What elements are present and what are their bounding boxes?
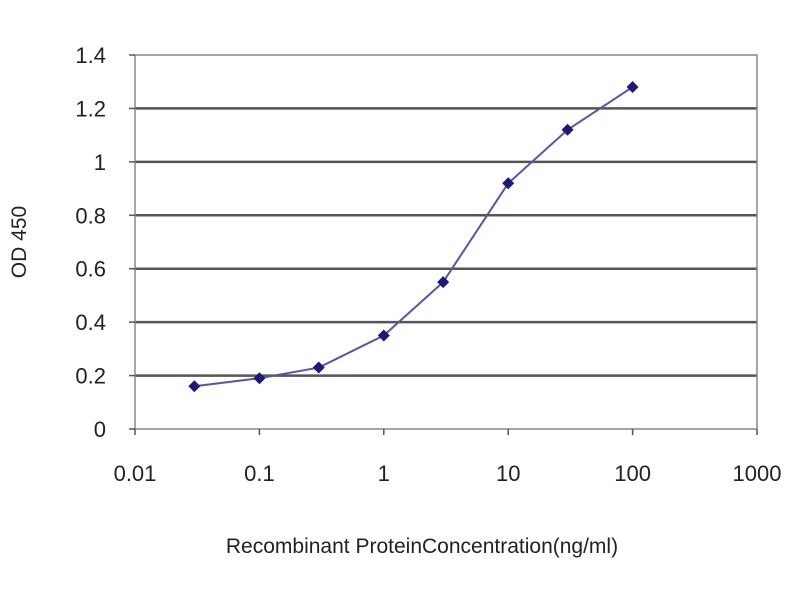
y-tick-label: 1.2 — [75, 96, 106, 121]
x-axis: 0.01 0.1 1 10 100 1000 — [114, 429, 782, 486]
data-point — [437, 276, 450, 289]
x-tick-label: 0.1 — [244, 461, 275, 486]
plot-area — [134, 54, 758, 430]
x-tick-label: 10 — [496, 461, 520, 486]
data-point — [253, 372, 266, 385]
data-point — [312, 361, 325, 374]
y-axis: 0 0.2 0.4 0.6 0.8 1 1.2 1.4 — [75, 43, 135, 442]
y-tick-label: 0.8 — [75, 203, 106, 228]
y-tick-label: 0 — [94, 417, 106, 442]
x-tick-label: 0.01 — [114, 461, 157, 486]
y-tick-label: 1 — [94, 150, 106, 175]
x-tick-label: 1000 — [733, 461, 782, 486]
data-point — [626, 81, 639, 94]
y-tick-label: 0.2 — [75, 364, 106, 389]
y-axis-label: OD 450 — [8, 206, 31, 278]
data-point — [502, 177, 515, 190]
x-axis-label: Recombinant ProteinConcentration(ng/ml) — [226, 535, 618, 558]
data-point — [561, 123, 574, 136]
series-line — [194, 86, 634, 388]
y-tick-label: 1.4 — [75, 43, 106, 68]
data-point — [188, 380, 201, 393]
y-tick-label: 0.6 — [75, 257, 106, 282]
x-tick-label: 1 — [378, 461, 390, 486]
series — [188, 81, 639, 393]
gridlines — [135, 107, 757, 377]
data-point — [377, 329, 390, 342]
x-tick-label: 100 — [614, 461, 651, 486]
y-tick-label: 0.4 — [75, 310, 106, 335]
